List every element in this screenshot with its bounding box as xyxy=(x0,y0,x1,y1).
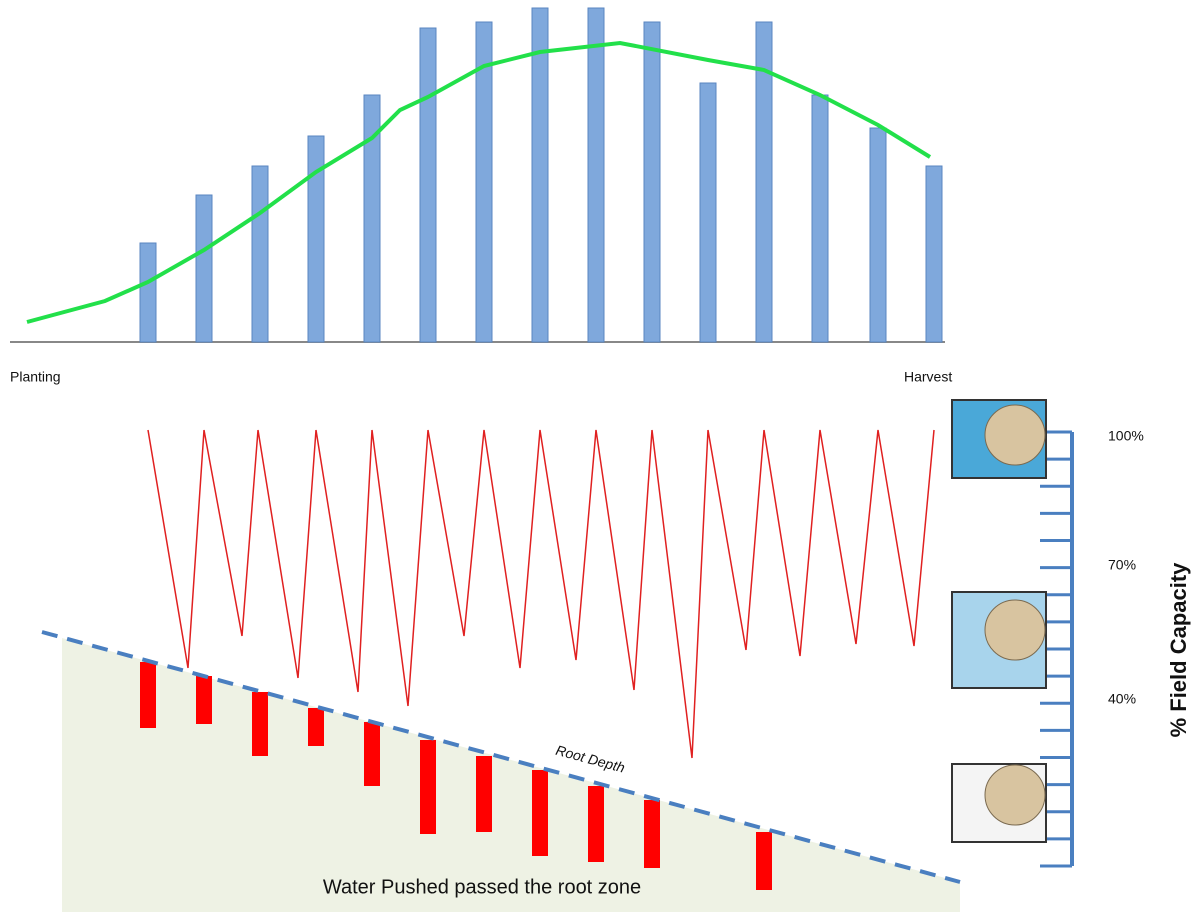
bar xyxy=(700,83,716,342)
bar xyxy=(252,166,268,342)
drain-bar xyxy=(476,756,492,832)
drain-bar xyxy=(756,832,772,890)
root-depth-label: Root Depth xyxy=(554,742,627,776)
harvest-label: Harvest xyxy=(904,369,952,385)
diagram: Planting Harvest 100% 70% 40% % Field Ca… xyxy=(0,0,1194,912)
soil-images xyxy=(952,400,1046,842)
drain-bar xyxy=(196,676,212,724)
drain-bar xyxy=(308,708,324,746)
water-use-bars xyxy=(140,8,942,342)
bar xyxy=(420,28,436,342)
tick-label: 70% xyxy=(1108,557,1136,573)
drain-bar xyxy=(252,692,268,756)
drain-bar xyxy=(364,722,380,786)
bar xyxy=(532,8,548,342)
drain-bar xyxy=(140,662,156,728)
drain-bar xyxy=(588,786,604,862)
tick-label: 100% xyxy=(1108,428,1144,444)
drain-bar xyxy=(644,800,660,868)
drain-bar xyxy=(532,770,548,856)
planting-label: Planting xyxy=(10,369,61,385)
drain-bar xyxy=(420,740,436,834)
rock xyxy=(985,405,1045,465)
bar xyxy=(926,166,942,342)
bar xyxy=(812,95,828,342)
bar xyxy=(870,128,886,342)
bar xyxy=(140,243,156,342)
bar xyxy=(588,8,604,342)
tick-label: 40% xyxy=(1108,691,1136,707)
bar xyxy=(196,195,212,342)
axis-title: % Field Capacity xyxy=(1166,562,1191,738)
bar xyxy=(644,22,660,342)
rock xyxy=(985,765,1045,825)
page: Planting Harvest 100% 70% 40% % Field Ca… xyxy=(0,0,1194,912)
caption: Water Pushed passed the root zone xyxy=(323,876,641,898)
rock xyxy=(985,600,1045,660)
